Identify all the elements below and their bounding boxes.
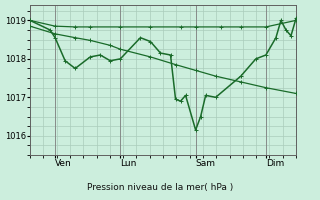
Text: Pression niveau de la mer( hPa ): Pression niveau de la mer( hPa ): [87, 183, 233, 192]
